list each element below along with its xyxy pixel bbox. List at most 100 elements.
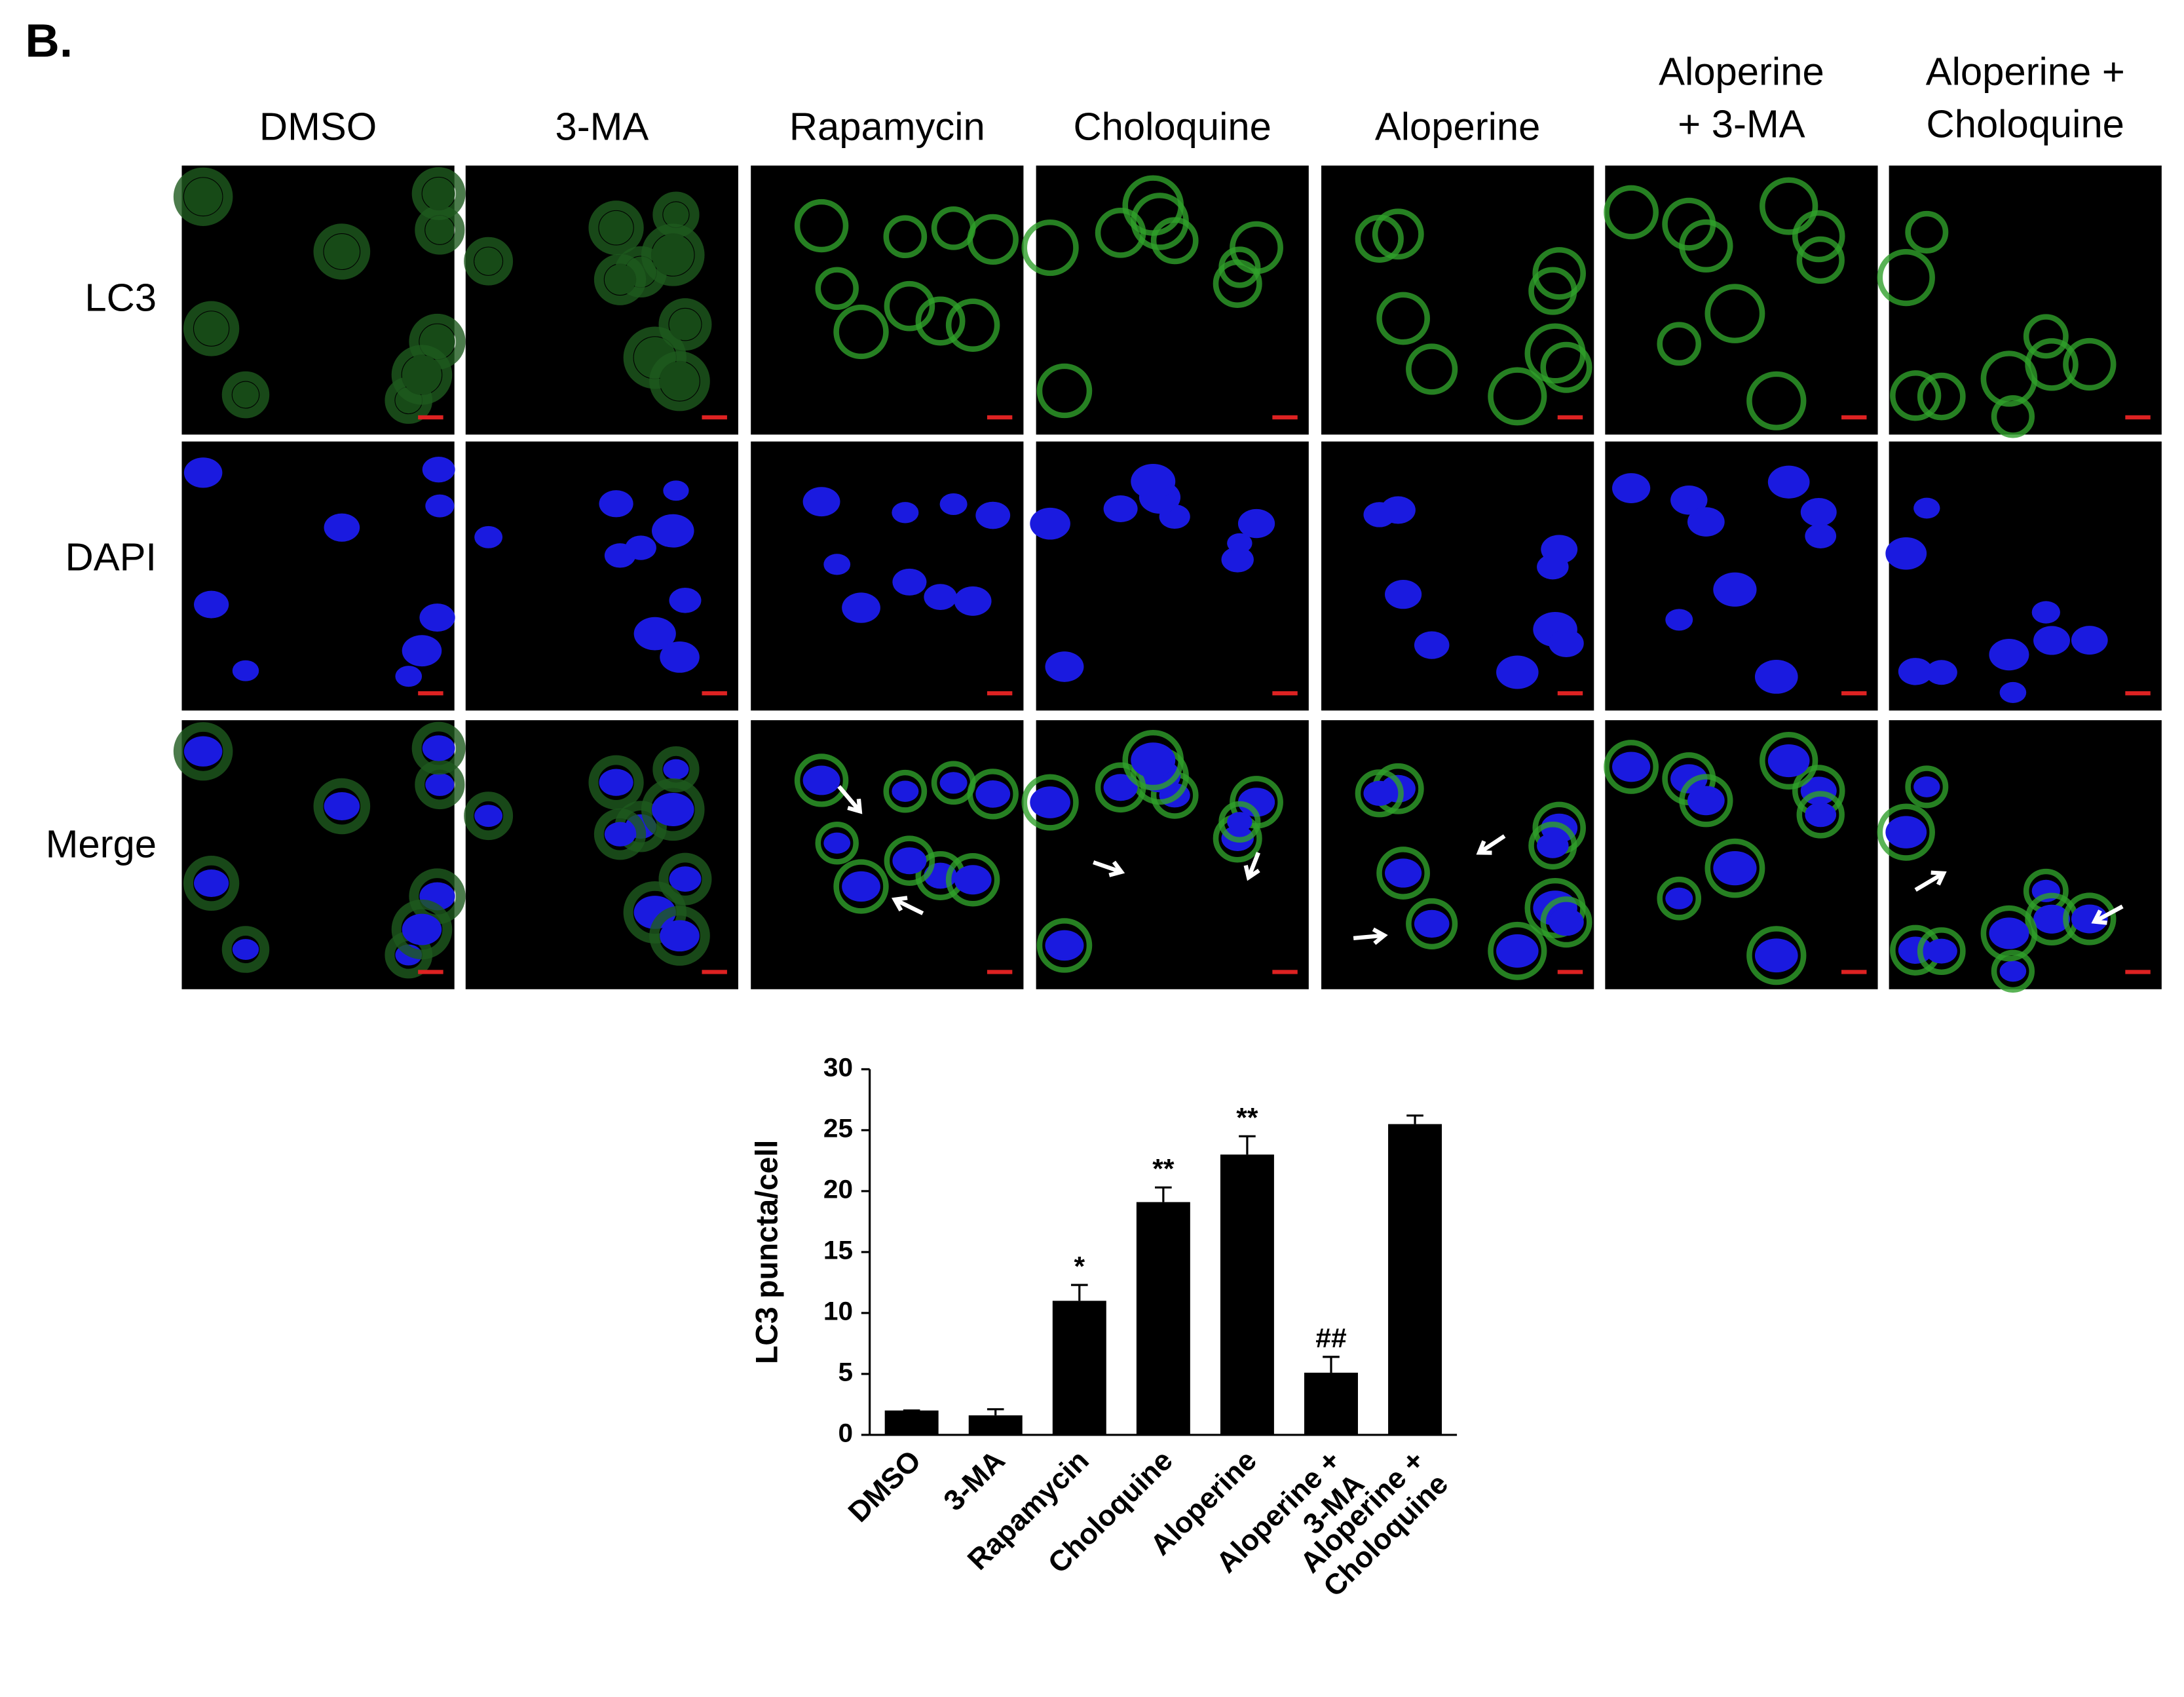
cell-lc3 (641, 223, 705, 286)
nucleus (1913, 776, 1940, 797)
panel-label: B. (25, 15, 73, 67)
cell-lc3-fill (183, 178, 223, 216)
nucleus (604, 822, 636, 847)
scale-bar (702, 415, 727, 420)
nucleus (633, 617, 676, 651)
nucleus (1549, 629, 1584, 657)
nucleus (425, 494, 455, 518)
nucleus (924, 584, 957, 611)
cell-lc3 (464, 791, 514, 841)
cell-lc3 (1406, 898, 1458, 949)
scale-bar (1272, 691, 1298, 696)
nucleus (419, 603, 455, 632)
arrow-head (1930, 870, 1947, 886)
scale-bar (418, 970, 443, 974)
y-tick-label: 30 (823, 1053, 853, 1082)
scale-bar (2125, 970, 2151, 974)
nucleus (1925, 938, 1957, 964)
nucleus (892, 847, 927, 875)
micrograph (181, 441, 455, 711)
cell-lc3 (967, 769, 1019, 820)
scale-bar (1557, 691, 1583, 696)
cell-lc3 (415, 759, 465, 810)
nucleus (1687, 786, 1725, 816)
nucleus (939, 493, 968, 516)
cell-lc3 (1376, 292, 1430, 345)
cell-lc3 (464, 237, 514, 286)
nucleus (1713, 850, 1757, 886)
cell-lc3 (945, 853, 1000, 907)
significance-label: ## (1315, 1323, 1346, 1354)
cell-lc3 (1528, 267, 1577, 315)
y-tick-label: 20 (823, 1175, 853, 1204)
bar (1136, 1202, 1190, 1435)
nucleus (842, 592, 880, 623)
cell-lc3 (649, 351, 710, 411)
nucleus (599, 490, 633, 518)
column-label: DMSO (259, 105, 377, 149)
cell-lc3 (1604, 185, 1659, 240)
cell-lc3 (1792, 210, 1845, 263)
cell-lc3 (1122, 175, 1184, 236)
cell-lc3 (1760, 732, 1818, 790)
cell-lc3 (1540, 341, 1592, 393)
nucleus (1612, 752, 1651, 782)
nucleus (939, 772, 968, 794)
cell-lc3 (1657, 876, 1702, 921)
cell-lc3 (313, 778, 371, 835)
row-label: Merge (46, 822, 157, 866)
nucleus (1385, 858, 1422, 888)
nucleus (1221, 546, 1254, 573)
nucleus (422, 456, 455, 483)
scale-bar (987, 415, 1013, 420)
y-tick-label: 15 (823, 1236, 853, 1265)
cell-lc3 (1877, 803, 1935, 861)
cell-lc3-fill (422, 177, 455, 210)
cell-lc3-fill (660, 361, 700, 401)
nucleus (1913, 497, 1940, 519)
nucleus (1496, 655, 1539, 689)
cell-lc3 (1796, 791, 1845, 839)
cell-lc3 (1679, 774, 1733, 828)
nucleus (1805, 524, 1837, 548)
cell-lc3 (1746, 926, 1807, 985)
nucleus (1103, 495, 1138, 522)
scale-bar (987, 970, 1013, 974)
nucleus (2033, 626, 2070, 655)
nucleus (1237, 788, 1275, 817)
cell-lc3 (833, 859, 889, 914)
arrow (2093, 904, 2124, 924)
cell-lc3 (883, 215, 928, 259)
cell-lc3 (391, 899, 453, 960)
cell-lc3-fill (604, 264, 636, 296)
cell-lc3 (221, 926, 270, 973)
cell-lc3 (1917, 372, 1966, 421)
nucleus (1670, 486, 1708, 515)
cell-lc3-fill (425, 216, 455, 244)
micrograph (1036, 165, 1309, 435)
nucleus (663, 480, 689, 501)
significance-label: ** (1152, 1153, 1175, 1184)
column-label: + 3-MA (1678, 102, 1805, 146)
scale-bar (702, 691, 727, 696)
nucleus (823, 554, 851, 575)
y-tick-label: 10 (823, 1297, 853, 1326)
scale-bar (1272, 970, 1298, 974)
nucleus (183, 736, 223, 767)
cell-lc3 (1372, 208, 1424, 260)
nucleus (669, 587, 702, 613)
cell-lc3 (1122, 729, 1184, 791)
cell-lc3 (173, 722, 233, 781)
nucleus (324, 791, 360, 821)
cell-lc3 (1528, 822, 1577, 870)
micrograph (751, 441, 1024, 711)
cell-lc3 (794, 199, 849, 253)
nucleus (842, 871, 880, 902)
cell-lc3 (945, 298, 1000, 352)
cell-lc3 (411, 167, 466, 220)
nucleus (422, 735, 455, 761)
micrograph (1321, 165, 1594, 435)
bar (968, 1415, 1023, 1435)
y-axis-label: LC3 puncta/cell (749, 1140, 783, 1364)
